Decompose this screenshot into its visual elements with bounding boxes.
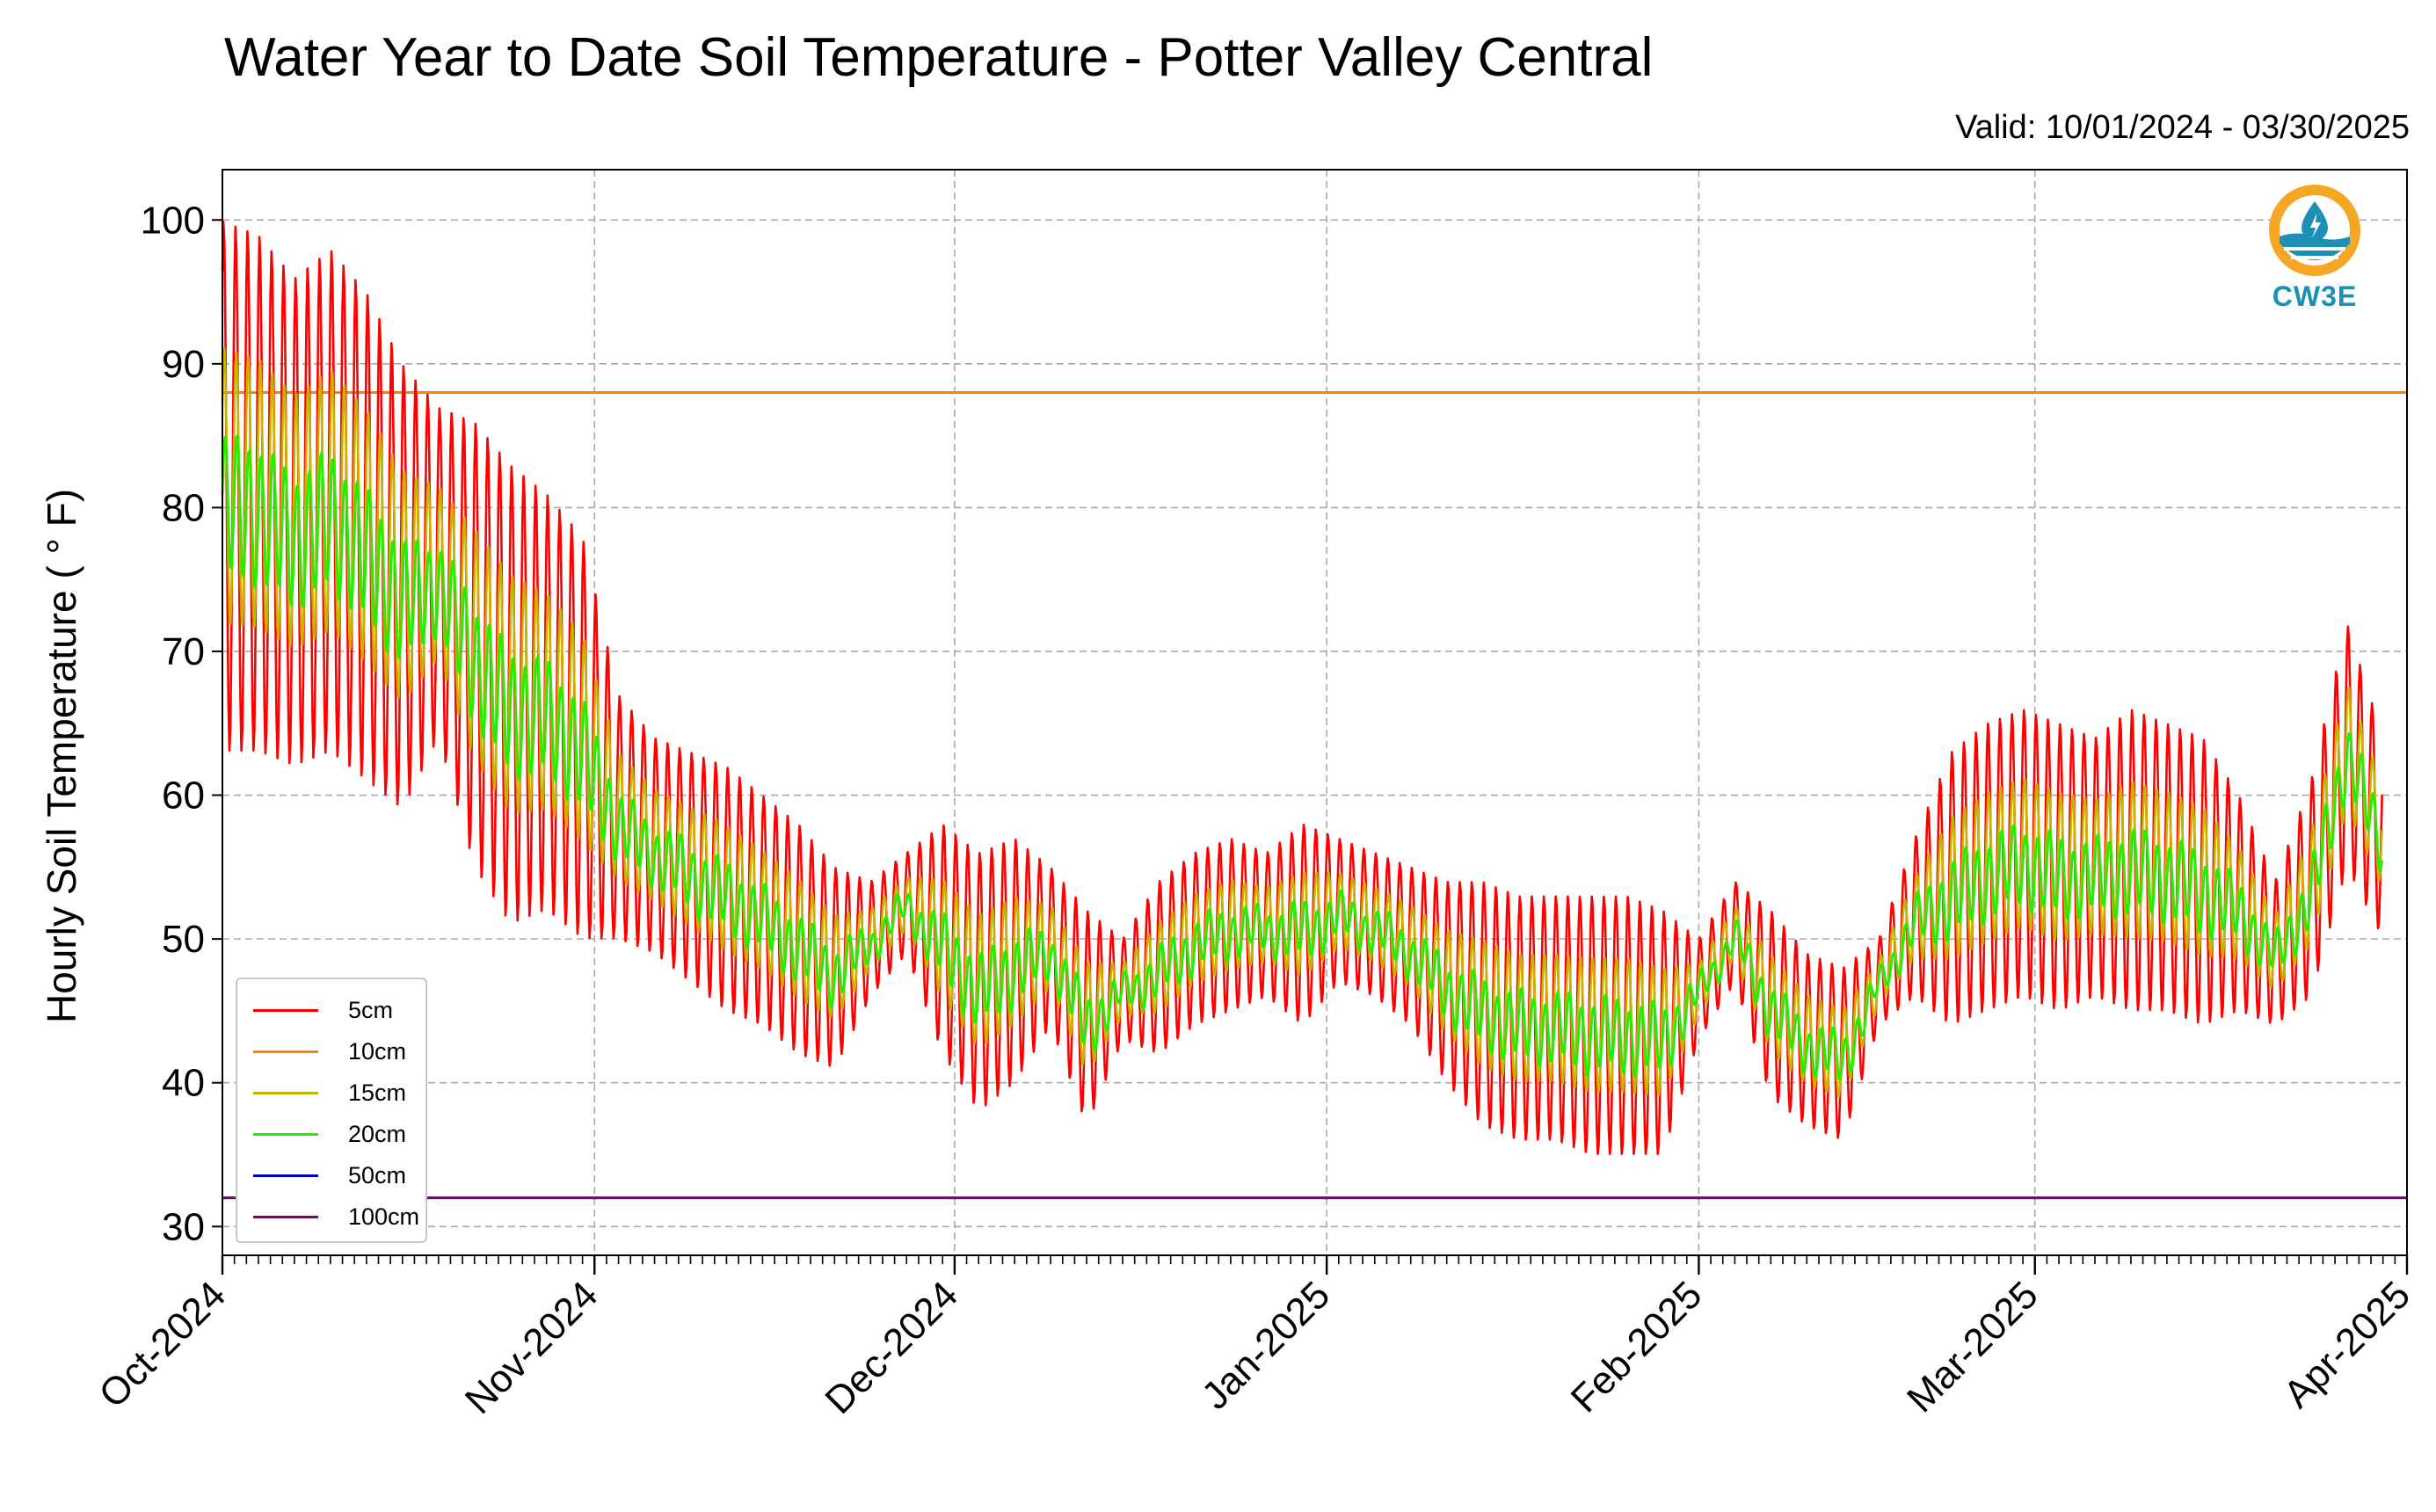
legend-swatch-5cm (253, 1009, 318, 1012)
series-lines (221, 221, 2407, 1200)
x-tick-label: Jan-2025 (1194, 1273, 1338, 1417)
legend-item-50cm: 50cm (253, 1157, 429, 1192)
legend-label-10cm: 10cm (348, 1038, 407, 1065)
chart-legend: 5cm 10cm 15cm 20cm 50cm 100cm (236, 978, 427, 1243)
y-tick-label: 70 (162, 630, 205, 673)
y-tick-label: 80 (162, 486, 205, 529)
y-tick-label: 100 (141, 199, 205, 242)
legend-item-10cm: 10cm (253, 1033, 429, 1068)
x-tick-label: Feb-2025 (1563, 1273, 1711, 1421)
series-20cm-line (221, 434, 2383, 1081)
y-tick-label: 90 (162, 343, 205, 386)
cw3e-logo: CW3E (2266, 182, 2363, 323)
legend-item-20cm: 20cm (253, 1116, 429, 1151)
x-tick-label: Apr-2025 (2275, 1273, 2418, 1416)
legend-label-100cm: 100cm (348, 1203, 420, 1230)
y-tick-label: 30 (162, 1205, 205, 1248)
x-tick-label: Nov-2024 (457, 1273, 607, 1422)
legend-swatch-15cm (253, 1092, 318, 1094)
series-5cm-line (221, 221, 2383, 1155)
grid-lines (222, 170, 2407, 1255)
legend-swatch-50cm (253, 1174, 318, 1177)
y-tick-label: 50 (162, 918, 205, 961)
legend-item-15cm: 15cm (253, 1074, 429, 1109)
water-drop-icon (2269, 185, 2360, 276)
legend-label-5cm: 5cm (348, 997, 394, 1023)
series-15cm-line (221, 347, 2383, 1099)
legend-swatch-100cm (253, 1216, 318, 1218)
x-tick-label: Dec-2024 (817, 1273, 966, 1422)
legend-swatch-10cm (253, 1050, 318, 1053)
legend-item-100cm: 100cm (253, 1198, 429, 1233)
legend-item-5cm: 5cm (253, 992, 429, 1027)
x-tick-label: Mar-2025 (1899, 1273, 2047, 1421)
y-tick-label: 40 (162, 1062, 205, 1105)
chart-title: Water Year to Date Soil Temperature - Po… (224, 27, 1654, 88)
x-tick-label: Oct-2024 (91, 1273, 234, 1416)
legend-label-15cm: 15cm (348, 1079, 407, 1106)
legend-label-20cm: 20cm (348, 1121, 407, 1147)
valid-date-range: Valid: 10/01/2024 - 03/30/2025 (1955, 109, 2410, 146)
logo-text: CW3E (2272, 280, 2358, 312)
legend-label-50cm: 50cm (348, 1162, 407, 1189)
y-tick-label: 60 (162, 774, 205, 818)
legend-swatch-20cm (253, 1133, 318, 1136)
